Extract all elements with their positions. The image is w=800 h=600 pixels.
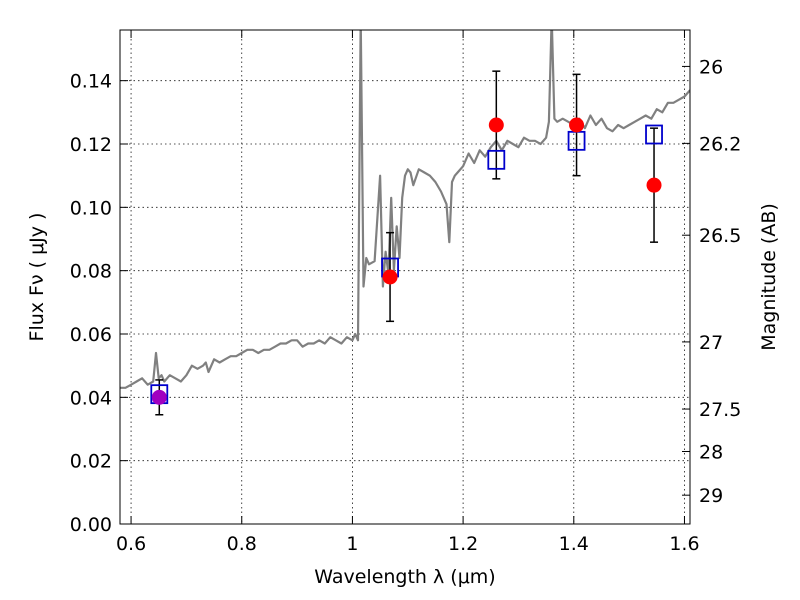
y-tick-label: 0.10	[70, 197, 112, 219]
y2-tick-label: 26.5	[699, 225, 741, 247]
x-tick-label: 0.6	[116, 533, 146, 555]
y-tick-label: 0.12	[70, 134, 112, 156]
spectrum-line	[120, 30, 690, 389]
y-tick-label: 0.06	[70, 324, 112, 346]
observed-point-marker	[488, 117, 504, 133]
x-tick-label: 0.8	[227, 533, 257, 555]
spectrum-layer	[120, 30, 690, 389]
y2-tick-label: 27	[699, 332, 723, 354]
x-tick-label: 1	[346, 533, 358, 555]
grid-lines	[120, 30, 690, 524]
tick-layer: 0.6 0.8 1 1.2 1.4 1.6 0.00 0.02 0.04 0.06 0.08 0.10…	[70, 30, 741, 555]
y2-tick-label: 29	[699, 485, 723, 507]
y2-tick-label: 27.5	[699, 399, 741, 421]
model-square-marker	[487, 149, 506, 170]
x-axis-title: Wavelength λ (μm)	[314, 566, 495, 588]
y-tick-label: 0.08	[70, 261, 112, 283]
marker-layer	[150, 70, 663, 416]
y2-tick-label: 26.2	[699, 133, 741, 155]
y2-tick-label: 26	[699, 56, 723, 78]
observed-point-marker	[569, 117, 585, 133]
observed-point-marker	[646, 177, 662, 193]
x-tick-label: 1.4	[559, 533, 589, 555]
observed-point-marker	[151, 389, 167, 405]
y-axis-title: Flux Fν ( μJy )	[26, 213, 48, 342]
y2-axis-title: Magnitude (AB)	[758, 203, 780, 351]
x-tick-label: 1.6	[669, 533, 699, 555]
y-tick-label: 0.14	[70, 71, 112, 93]
y2-tick-label: 28	[699, 441, 723, 463]
observed-point-marker	[382, 269, 398, 285]
model-square-marker	[645, 124, 663, 145]
x-tick-label: 1.2	[448, 533, 478, 555]
y-tick-label: 0.04	[70, 387, 112, 409]
y-tick-label: 0.00	[70, 514, 112, 536]
y-tick-label: 0.02	[70, 451, 112, 473]
plot-frame	[119, 29, 691, 525]
